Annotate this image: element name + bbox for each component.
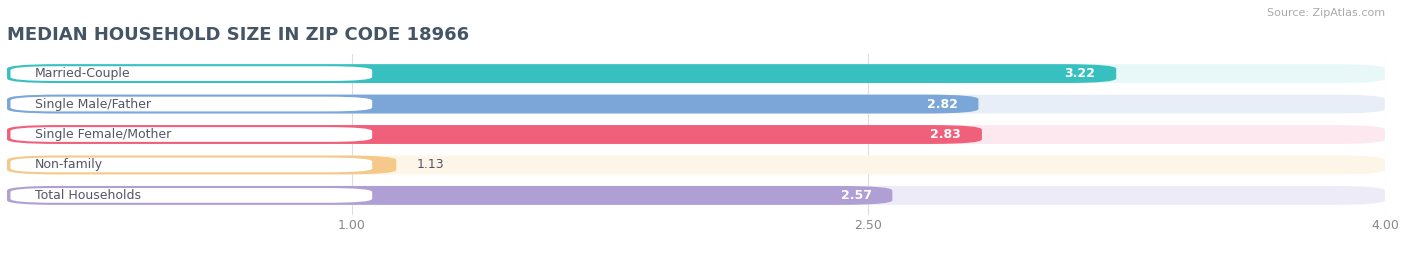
FancyBboxPatch shape (7, 95, 1385, 114)
FancyBboxPatch shape (7, 186, 893, 205)
Text: Married-Couple: Married-Couple (35, 67, 131, 80)
FancyBboxPatch shape (10, 66, 373, 81)
FancyBboxPatch shape (10, 158, 373, 172)
FancyBboxPatch shape (7, 186, 1385, 205)
FancyBboxPatch shape (10, 188, 373, 203)
Text: 3.22: 3.22 (1064, 67, 1095, 80)
Text: Total Households: Total Households (35, 189, 141, 202)
Text: 2.57: 2.57 (841, 189, 872, 202)
FancyBboxPatch shape (10, 97, 373, 111)
Text: Source: ZipAtlas.com: Source: ZipAtlas.com (1267, 8, 1385, 18)
Text: Non-family: Non-family (35, 158, 103, 171)
Text: Single Female/Mother: Single Female/Mother (35, 128, 172, 141)
Text: MEDIAN HOUSEHOLD SIZE IN ZIP CODE 18966: MEDIAN HOUSEHOLD SIZE IN ZIP CODE 18966 (7, 26, 470, 44)
Text: 2.83: 2.83 (931, 128, 962, 141)
FancyBboxPatch shape (7, 125, 1385, 144)
FancyBboxPatch shape (7, 155, 396, 174)
FancyBboxPatch shape (7, 125, 981, 144)
FancyBboxPatch shape (7, 95, 979, 114)
FancyBboxPatch shape (7, 64, 1385, 83)
FancyBboxPatch shape (7, 64, 1116, 83)
FancyBboxPatch shape (10, 127, 373, 142)
Text: 1.13: 1.13 (418, 158, 444, 171)
Text: 2.82: 2.82 (927, 98, 957, 111)
FancyBboxPatch shape (7, 155, 1385, 174)
Text: Single Male/Father: Single Male/Father (35, 98, 150, 111)
